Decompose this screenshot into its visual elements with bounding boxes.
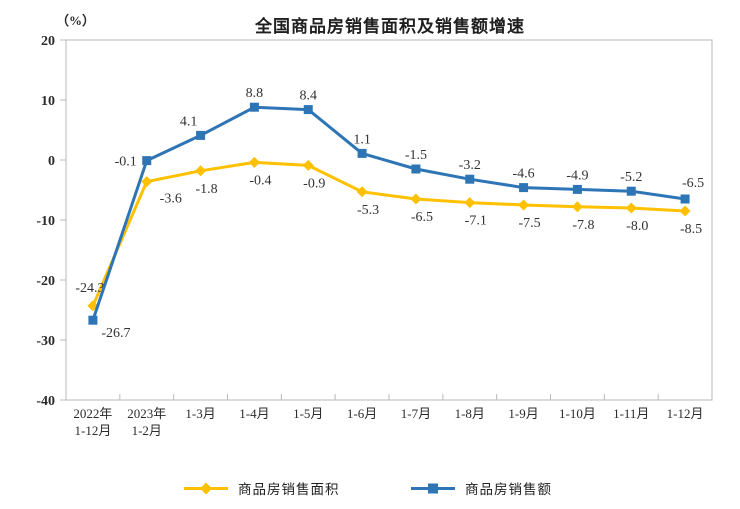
data-point-diamond-icon [248, 156, 260, 168]
x-axis-category-label: 1-7月 [401, 406, 431, 421]
data-label-sales-amount: -4.9 [566, 168, 588, 183]
data-label-sales-amount: 8.8 [246, 86, 264, 101]
data-label-sales-area: -0.9 [303, 176, 325, 191]
chart-title: 全国商品房销售面积及销售额增速 [255, 17, 525, 36]
x-axis-category-label: 1-5月 [293, 406, 323, 421]
x-axis-category-label: 1-4月 [239, 406, 269, 421]
data-label-sales-area: -6.5 [411, 210, 433, 225]
x-axis-category-label: 1-3月 [185, 406, 215, 421]
data-label-sales-amount: -6.5 [682, 176, 704, 191]
data-label-sales-area: -7.8 [572, 218, 594, 233]
data-point-diamond-icon [302, 159, 314, 171]
data-label-sales-amount: 8.4 [300, 89, 318, 104]
x-axis-category-label: 2023年 [127, 406, 166, 421]
data-point-square-icon [465, 174, 475, 184]
data-point-square-icon [142, 156, 152, 166]
y-axis-tick-label: -40 [36, 394, 55, 409]
data-label-sales-amount: -0.1 [115, 155, 137, 170]
data-label-sales-amount: -3.2 [459, 158, 481, 173]
x-axis-category-label: 1-10月 [559, 406, 596, 421]
plot-border [65, 39, 713, 401]
data-label-sales-amount: -5.2 [620, 170, 642, 185]
data-point-square-icon [357, 148, 367, 158]
y-axis-tick-label: -20 [36, 274, 55, 289]
data-point-diamond-icon [356, 186, 368, 198]
data-point-diamond-icon [141, 176, 153, 188]
legend-diamond-icon [200, 482, 212, 494]
data-point-square-icon [303, 105, 313, 115]
legend-item-sales-area: 商品房销售面积 [183, 478, 340, 498]
x-axis-category-label: 1-6月 [347, 406, 377, 421]
data-label-sales-area: -0.4 [249, 173, 271, 188]
data-label-sales-amount: -4.6 [512, 167, 534, 182]
data-point-square-icon [88, 315, 98, 325]
x-axis-category-label: 1-9月 [508, 406, 538, 421]
data-label-sales-area: -7.5 [518, 216, 540, 231]
data-point-diamond-icon [571, 201, 583, 213]
data-label-sales-area: -3.6 [160, 192, 182, 207]
data-label-sales-area: -7.1 [465, 214, 487, 229]
data-point-diamond-icon [464, 197, 476, 209]
chart-canvas: 20 10 0 -10 -20 -30 -40 2022年 1-12月 2023年 1-2月 1-3月… [36, 34, 713, 438]
data-point-diamond-icon [518, 199, 530, 211]
legend-marker-sales-area-icon [184, 482, 228, 494]
data-label-sales-area: -24.3 [75, 281, 104, 296]
x-axis-category-label: 1-12月 [667, 406, 704, 421]
legend-label-sales-amount: 商品房销售额 [465, 482, 552, 497]
data-label-sales-amount: -1.5 [405, 148, 427, 163]
x-axis-category-label: 2022年 [73, 406, 112, 421]
x-axis-category-label: 1-12月 [74, 423, 111, 438]
series-line-sales-amount [91, 105, 687, 322]
y-axis-tick-label: -10 [36, 214, 55, 229]
data-point-square-icon [411, 164, 421, 174]
x-axis-category-label: 1-8月 [455, 406, 485, 421]
y-axis-unit-label: （%） [56, 13, 96, 28]
data-label-sales-area: -8.0 [626, 219, 648, 234]
data-point-diamond-icon [410, 193, 422, 205]
data-label-sales-amount: 1.1 [353, 132, 371, 147]
data-point-square-icon [249, 102, 259, 112]
y-axis-tick-label: 0 [48, 154, 55, 169]
data-point-square-icon [626, 186, 636, 196]
data-label-sales-amount: -26.7 [101, 326, 130, 341]
x-axis-category-label: 1-2月 [132, 423, 162, 438]
data-label-sales-area: -5.3 [357, 203, 379, 218]
data-point-diamond-icon [195, 165, 207, 177]
data-point-square-icon [196, 130, 206, 140]
y-axis-tick-label: 20 [41, 34, 55, 49]
data-label-sales-area: -1.8 [195, 182, 217, 197]
data-label-sales-area: -8.5 [680, 222, 702, 237]
data-point-diamond-icon [679, 205, 691, 217]
data-point-diamond-icon [625, 202, 637, 214]
data-point-square-icon [680, 194, 690, 204]
y-axis-tick-label: -30 [36, 334, 55, 349]
legend-marker-sales-amount-icon [411, 483, 455, 493]
legend-label-sales-area: 商品房销售面积 [238, 482, 340, 497]
data-point-square-icon [519, 183, 529, 193]
data-point-square-icon [572, 184, 582, 194]
x-axis-category-label: 1-11月 [613, 406, 649, 421]
data-label-sales-amount: 4.1 [180, 114, 198, 129]
series-line-sales-area [91, 160, 687, 308]
y-axis-tick-label: 10 [41, 94, 55, 109]
legend-item-sales-amount: 商品房销售额 [410, 478, 552, 498]
legend-square-icon [428, 483, 438, 493]
